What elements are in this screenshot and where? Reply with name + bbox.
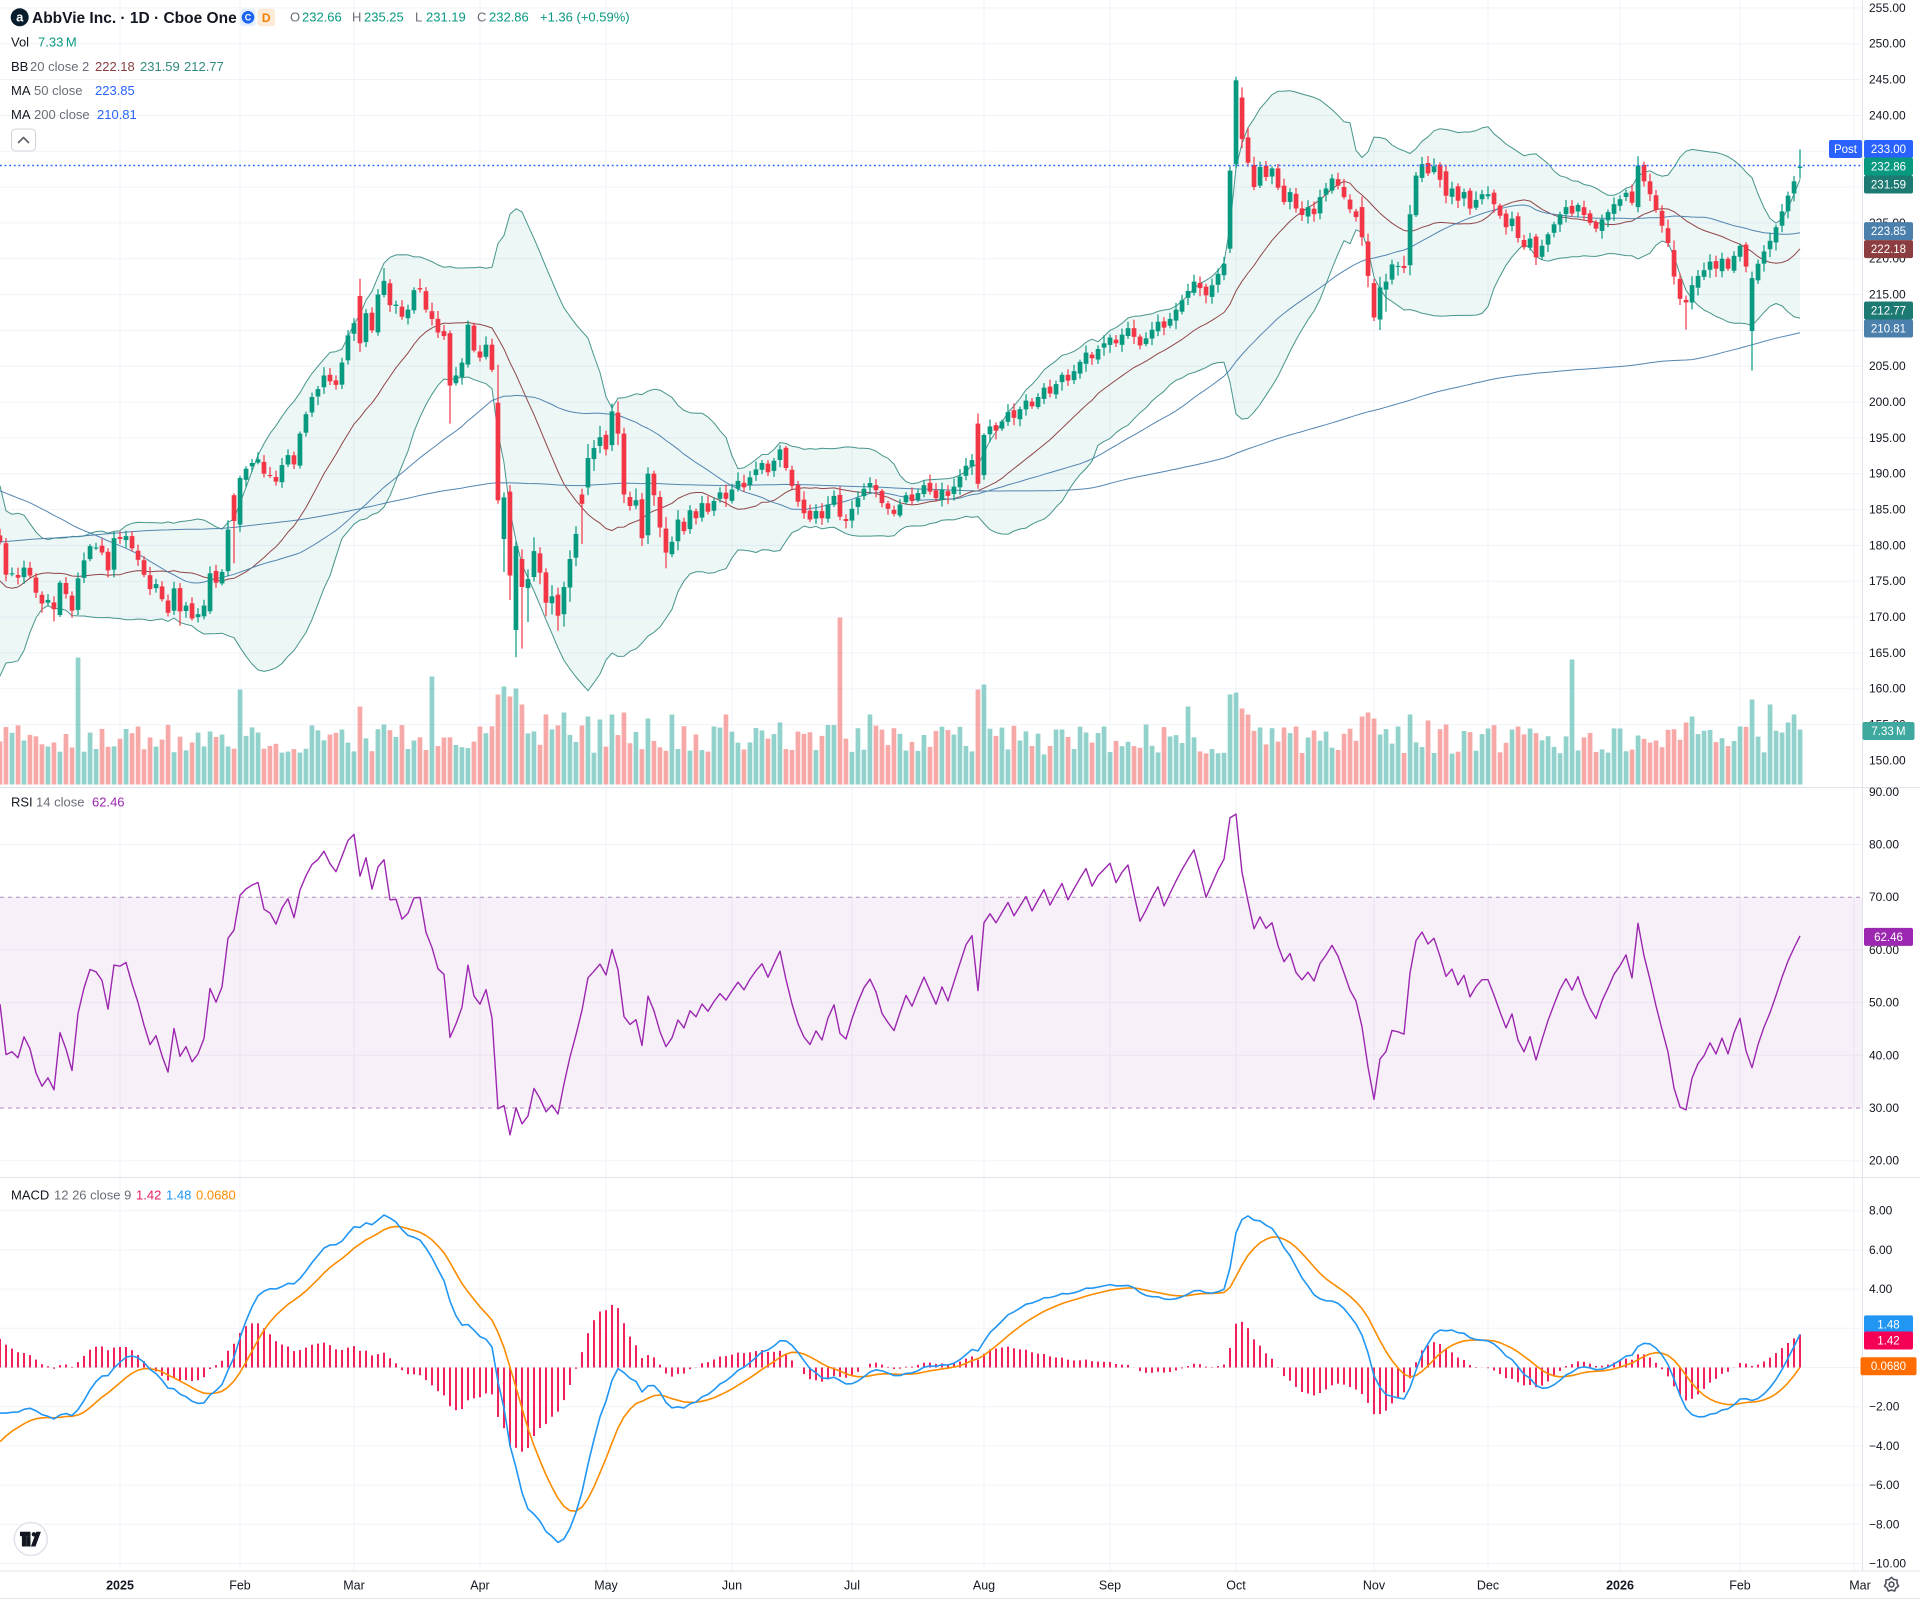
svg-text:MA: MA [11,107,31,122]
svg-text:BB: BB [11,59,28,74]
svg-text:2026: 2026 [1606,1579,1634,1593]
svg-text:245.00: 245.00 [1869,73,1906,87]
svg-text:212.77: 212.77 [184,59,224,74]
svg-text:−4.00: −4.00 [1869,1439,1900,1453]
svg-text:240.00: 240.00 [1869,108,1906,122]
svg-text:175.00: 175.00 [1869,574,1906,588]
svg-text:215.00: 215.00 [1869,288,1906,302]
svg-text:150.00: 150.00 [1869,753,1906,767]
svg-text:L: L [415,10,422,25]
svg-text:Feb: Feb [229,1579,251,1593]
svg-text:Post: Post [1834,144,1858,156]
svg-text:Nov: Nov [1363,1579,1386,1593]
svg-text:160.00: 160.00 [1869,682,1906,696]
svg-text:O: O [290,10,300,25]
svg-text:212.77: 212.77 [1871,306,1906,318]
svg-text:255.00: 255.00 [1869,1,1906,15]
svg-text:190.00: 190.00 [1869,467,1906,481]
svg-text:231.59: 231.59 [140,59,180,74]
svg-text:MA: MA [11,83,31,98]
svg-text:231.59: 231.59 [1871,180,1906,192]
svg-text:Vol: Vol [11,35,29,50]
svg-text:0.0680: 0.0680 [196,1188,236,1203]
svg-text:223.85: 223.85 [1871,226,1906,238]
svg-text:Feb: Feb [1729,1579,1751,1593]
svg-text:60.00: 60.00 [1869,943,1899,957]
svg-text:210.81: 210.81 [1871,324,1906,336]
svg-text:20.00: 20.00 [1869,1154,1899,1168]
svg-text:232.86: 232.86 [489,10,529,25]
svg-text:233.00: 233.00 [1871,144,1906,156]
svg-text:Mar: Mar [1849,1579,1871,1593]
svg-text:−2.00: −2.00 [1869,1400,1900,1414]
svg-text:4.00: 4.00 [1869,1282,1893,1296]
svg-text:1.48: 1.48 [166,1188,191,1203]
svg-text:−8.00: −8.00 [1869,1517,1900,1531]
svg-text:0.0680: 0.0680 [1871,1361,1906,1373]
svg-text:C: C [245,13,252,23]
svg-text:Oct: Oct [1226,1579,1246,1593]
svg-text:Jul: Jul [844,1579,860,1593]
svg-text:Jun: Jun [722,1579,742,1593]
svg-text:50 close: 50 close [34,83,82,98]
svg-text:C: C [477,10,486,25]
svg-text:210.81: 210.81 [97,107,137,122]
svg-text:Apr: Apr [470,1579,489,1593]
svg-text:205.00: 205.00 [1869,359,1906,373]
svg-text:−6.00: −6.00 [1869,1478,1900,1492]
svg-text:231.19: 231.19 [426,10,466,25]
svg-text:235.25: 235.25 [364,10,404,25]
svg-text:222.18: 222.18 [1871,244,1906,256]
svg-text:7.33 M: 7.33 M [38,35,77,50]
svg-text:62.46: 62.46 [92,795,125,810]
svg-text:223.85: 223.85 [95,83,135,98]
svg-text:195.00: 195.00 [1869,431,1906,445]
svg-text:180.00: 180.00 [1869,538,1906,552]
svg-text:MACD: MACD [11,1188,49,1203]
svg-text:7.33 M: 7.33 M [1871,726,1905,738]
svg-text:RSI: RSI [11,795,33,810]
svg-text:232.86: 232.86 [1871,162,1906,174]
svg-text:Mar: Mar [343,1579,365,1593]
svg-text:14 close: 14 close [36,795,84,810]
svg-text:250.00: 250.00 [1869,37,1906,51]
svg-text:May: May [594,1579,618,1593]
svg-text:200.00: 200.00 [1869,395,1906,409]
svg-text:−10.00: −10.00 [1869,1557,1906,1571]
svg-text:20 close 2: 20 close 2 [30,59,89,74]
svg-text:222.18: 222.18 [95,59,135,74]
svg-text:70.00: 70.00 [1869,890,1899,904]
svg-text:232.66: 232.66 [302,10,342,25]
svg-text:a: a [16,10,24,25]
svg-text:12 26 close 9: 12 26 close 9 [54,1188,131,1203]
svg-text:200 close: 200 close [34,107,90,122]
svg-text:6.00: 6.00 [1869,1243,1893,1257]
svg-text:30.00: 30.00 [1869,1101,1899,1115]
svg-text:165.00: 165.00 [1869,646,1906,660]
svg-text:80.00: 80.00 [1869,838,1899,852]
svg-text:1.42: 1.42 [136,1188,161,1203]
svg-text:AbbVie Inc. · 1D · Cboe One: AbbVie Inc. · 1D · Cboe One [32,10,237,27]
svg-text:40.00: 40.00 [1869,1048,1899,1062]
svg-text:Sep: Sep [1099,1579,1121,1593]
svg-text:2025: 2025 [106,1579,134,1593]
svg-text:8.00: 8.00 [1869,1204,1893,1218]
svg-text:Dec: Dec [1477,1579,1499,1593]
svg-text:185.00: 185.00 [1869,503,1906,517]
svg-text:50.00: 50.00 [1869,996,1899,1010]
svg-text:D: D [262,11,271,25]
svg-text:90.00: 90.00 [1869,785,1899,799]
svg-text:1.42: 1.42 [1877,1336,1899,1348]
svg-text:H: H [352,10,361,25]
svg-text:170.00: 170.00 [1869,610,1906,624]
svg-text:+1.36 (+0.59%): +1.36 (+0.59%) [540,10,630,25]
svg-text:62.46: 62.46 [1874,932,1903,944]
svg-text:1.48: 1.48 [1877,1319,1899,1331]
svg-text:Aug: Aug [973,1579,995,1593]
